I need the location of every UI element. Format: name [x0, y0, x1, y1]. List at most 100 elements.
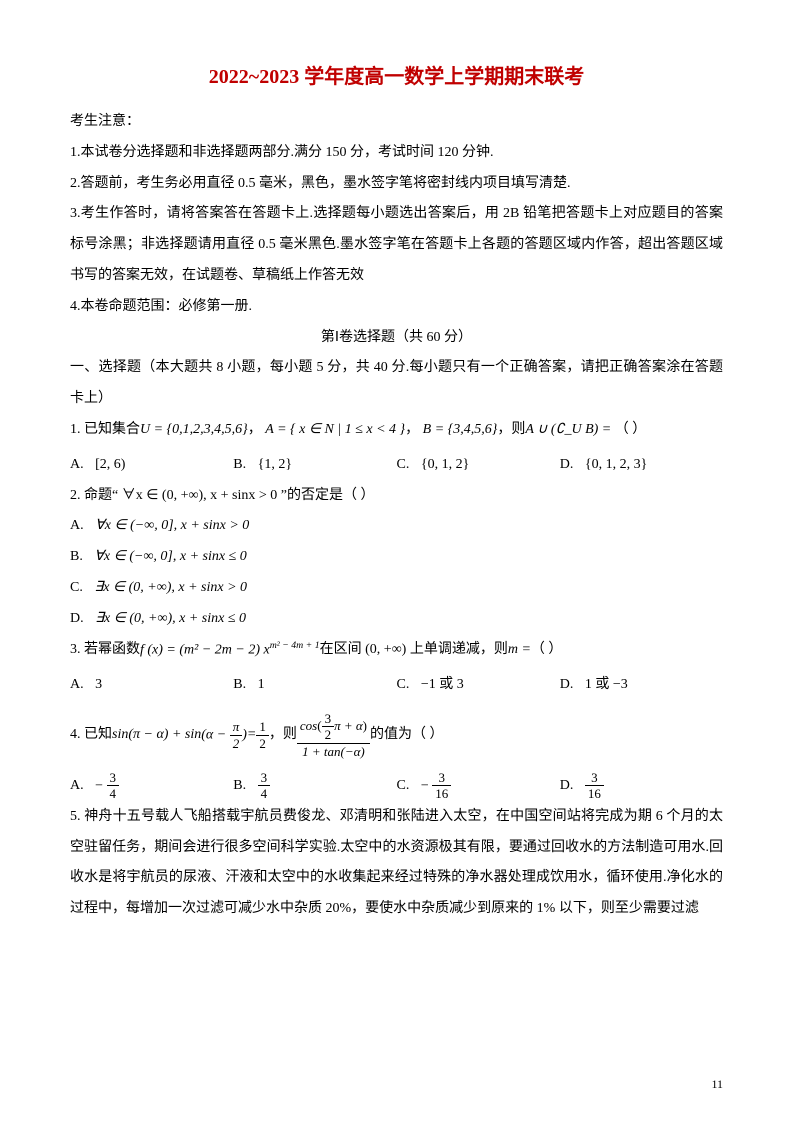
q3-opt-b: B. 1 — [233, 670, 396, 701]
q4-lhs-paren: (α − π2) — [201, 719, 247, 751]
comma: ， — [248, 415, 262, 446]
q3-opt-a-val: 3 — [95, 677, 102, 692]
q2-opt-d: D. ∃x ∈ (0, +∞), x + sinx ≤ 0 — [70, 604, 723, 635]
q4-pi: π — [230, 719, 243, 736]
q3-opt-b-val: 1 — [258, 677, 265, 692]
opt-label-a: A. — [70, 457, 84, 472]
opt-label-c: C. — [397, 778, 410, 793]
q4-d-den: 16 — [585, 786, 604, 802]
q1-lead: 1. 已知集合 — [70, 415, 140, 446]
q3-fx-base: f (x) = (m² − 2m − 2) x — [140, 642, 270, 657]
q3-opt-c-val: −1 或 3 — [421, 677, 464, 692]
q4-pi-over-2: π2 — [230, 719, 243, 751]
q1-opt-d-val: {0, 1, 2, 3} — [585, 457, 647, 472]
opt-label-c: C. — [397, 677, 410, 692]
opt-label-d: D. — [560, 677, 574, 692]
q2-opt-b: B. ∀x ∈ (−∞, 0], x + sinx ≤ 0 — [70, 542, 723, 573]
q4-b-den: 4 — [258, 786, 271, 802]
q1-set-a: A = { x ∈ N | 1 ≤ x < 4 } — [265, 415, 405, 446]
q4-d-frac: 316 — [585, 770, 604, 802]
q4-stem: 4. 已知 sin(π − α) + sin (α − π2) = 1 2 ，则… — [70, 711, 723, 760]
q2-opt-c-val: ∃x ∈ (0, +∞), x + sinx > 0 — [94, 580, 247, 595]
q3-opt-c: C. −1 或 3 — [397, 670, 560, 701]
section-a-heading: 一、选择题（本大题共 8 小题，每小题 5 分，共 40 分.每小题只有一个正确… — [70, 353, 723, 415]
q1-paren: （ ） — [615, 415, 647, 446]
opt-label-b: B. — [233, 457, 246, 472]
q5-stem: 5. 神舟十五号载人飞船搭载宇航员费俊龙、邓清明和张陆进入太空，在中国空间站将完… — [70, 802, 723, 925]
q2-opt-b-val: ∀x ∈ (−∞, 0], x + sinx ≤ 0 — [94, 549, 246, 564]
q1-opt-b: B. {1, 2} — [233, 450, 396, 481]
opt-label-d: D. — [560, 778, 574, 793]
q2-opt-a-val: ∀x ∈ (−∞, 0], x + sinx > 0 — [95, 518, 249, 533]
q4-half-num: 1 — [256, 719, 269, 736]
q1-opt-d: D. {0, 1, 2, 3} — [560, 450, 723, 481]
opt-label-a: A. — [70, 778, 84, 793]
opt-label-b: B. — [70, 549, 83, 564]
q4-pi-alpha: π + α — [334, 718, 363, 733]
q3-fx: f (x) = (m² − 2m − 2) xm² − 4m + 1 — [140, 635, 320, 666]
q1-options: A. [2, 6) B. {1, 2} C. {0, 1, 2} D. {0, … — [70, 450, 723, 481]
q2-opt-c: C. ∃x ∈ (0, +∞), x + sinx > 0 — [70, 573, 723, 604]
q4-bigfrac: cos(32π + α) 1 + tan(−α) — [297, 711, 370, 760]
q4-bigfrac-num: cos(32π + α) — [297, 711, 370, 744]
q4-half: 1 2 — [256, 719, 269, 751]
q3-options: A. 3 B. 1 C. −1 或 3 D. 1 或 −3 — [70, 670, 723, 701]
q4-opt-b: B. 34 — [233, 770, 396, 802]
q3-opt-a: A. 3 — [70, 670, 233, 701]
q4-a-den: 4 — [107, 786, 120, 802]
q3-opt-d: D. 1 或 −3 — [560, 670, 723, 701]
q4-b-num: 3 — [258, 770, 271, 787]
q4-b-frac: 34 — [258, 770, 271, 802]
q1-opt-a: A. [2, 6) — [70, 450, 233, 481]
q3-stem: 3. 若幂函数 f (x) = (m² − 2m − 2) xm² − 4m +… — [70, 635, 723, 666]
q4-mid: ，则 — [269, 728, 297, 742]
q4-eq: = — [247, 728, 256, 742]
q4-tail: 的值为（ ） — [370, 728, 444, 742]
q3-opt-d-val: 1 或 −3 — [585, 677, 628, 692]
q2-opt-d-val: ∃x ∈ (0, +∞), x + sinx ≤ 0 — [95, 611, 246, 626]
q1-set-b: B = {3,4,5,6} — [423, 415, 498, 446]
q4-a-num: 3 — [107, 770, 120, 787]
q1-expr: A ∪ (∁_U B) = — [525, 415, 611, 446]
opt-label-d: D. — [560, 457, 574, 472]
q4-opt-a: A. − 34 — [70, 770, 233, 802]
q1-opt-b-val: {1, 2} — [258, 457, 292, 472]
notice-2: 2.答题前，考生务必用直径 0.5 毫米，黑色，墨水签字笔将密封线内项目填写清楚… — [70, 169, 723, 200]
opt-label-c: C. — [70, 580, 83, 595]
q3-lead: 3. 若幂函数 — [70, 635, 140, 666]
q3-fx-exp: m² − 4m + 1 — [270, 640, 320, 651]
q4-c-sign: − — [421, 778, 429, 793]
q4-a-sign: − — [95, 778, 103, 793]
comma: ， — [405, 415, 419, 446]
q2-stem-text: 2. 命题“ ∀x ∈ (0, +∞), x + sinx > 0 ”的否定是（… — [70, 488, 374, 503]
notice-heading: 考生注意： — [70, 107, 723, 138]
q1-tail: 则 — [511, 415, 525, 446]
q4-opt-d: D. 316 — [560, 770, 723, 802]
opt-label-b: B. — [233, 677, 246, 692]
opt-label-a: A. — [70, 518, 84, 533]
q4-c-den: 16 — [432, 786, 451, 802]
q1-opt-c-val: {0, 1, 2} — [421, 457, 469, 472]
q4-lhs-a: sin(π − α) + sin — [112, 728, 201, 742]
q1-opt-a-val: [2, 6) — [95, 457, 125, 472]
q4-c-num: 3 — [432, 770, 451, 787]
q4-opt-c: C. − 316 — [397, 770, 560, 802]
q4-options: A. − 34 B. 34 C. − 316 D. 316 — [70, 770, 723, 802]
q4-a-frac: 34 — [107, 770, 120, 802]
q1-opt-c: C. {0, 1, 2} — [397, 450, 560, 481]
q4-3: 3 — [322, 711, 335, 728]
notice-1: 1.本试卷分选择题和非选择题两部分.满分 150 分，考试时间 120 分钟. — [70, 138, 723, 169]
opt-label-d: D. — [70, 611, 84, 626]
q4-2b: 2 — [322, 727, 335, 743]
q1-stem: 1. 已知集合 U = {0,1,2,3,4,5,6} ， A = { x ∈ … — [70, 415, 723, 446]
q3-m: m = — [508, 635, 531, 666]
q4-lead: 4. 已知 — [70, 728, 112, 742]
q4-3over2: 32 — [322, 711, 335, 743]
page-number: 11 — [711, 1077, 723, 1092]
q3-paren: （ ） — [531, 635, 563, 666]
notice-4: 4.本卷命题范围：必修第一册. — [70, 292, 723, 323]
opt-label-a: A. — [70, 677, 84, 692]
notice-3: 3.考生作答时，请将答案答在答题卡上.选择题每小题选出答案后，用 2B 铅笔把答… — [70, 199, 723, 291]
part1-header: 第Ⅰ卷选择题（共 60 分） — [70, 323, 723, 354]
comma: ， — [497, 415, 511, 446]
